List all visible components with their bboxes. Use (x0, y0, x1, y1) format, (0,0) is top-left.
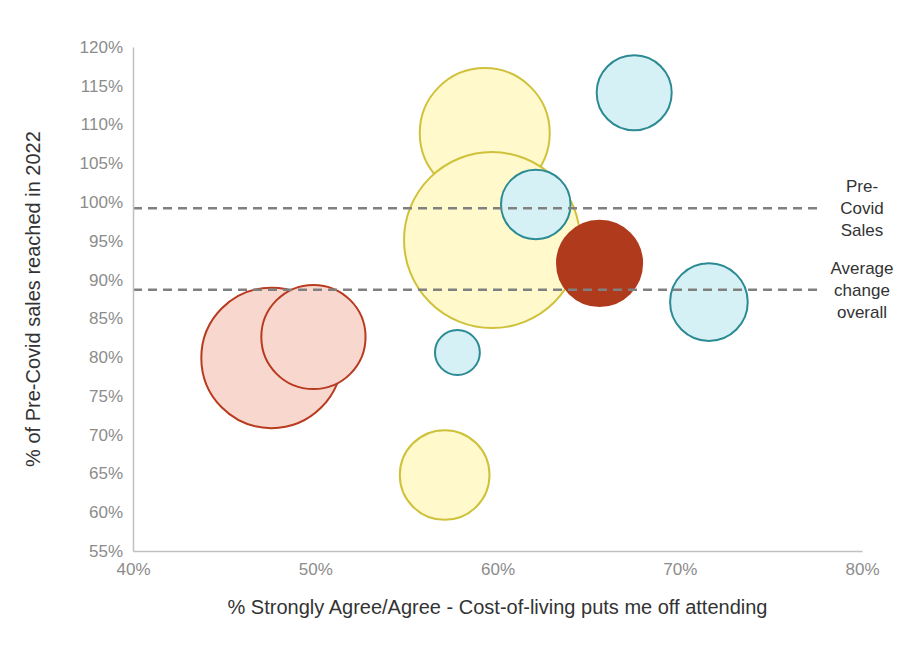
reference-lines (133, 208, 820, 289)
y-axis-line (133, 48, 135, 552)
bubble (670, 263, 748, 341)
y-tick: 80% (89, 348, 133, 367)
y-tick: 60% (89, 503, 133, 522)
y-tick-label: 60% (89, 503, 123, 522)
x-tick: 60% (481, 551, 515, 579)
y-tick-label: 100% (80, 193, 123, 212)
bubble (435, 330, 480, 375)
chart: Pre- Covid Sales Average change overall 40% 50%… (0, 0, 923, 653)
reference-label-line: Covid (840, 199, 883, 218)
x-axis-title-line: % Strongly Agree/Agree - Cost-of-living … (228, 596, 768, 618)
y-tick: 70% (89, 426, 133, 445)
reference-line (133, 288, 820, 291)
y-tick-label: 115% (81, 77, 123, 96)
y-tick: 100% (80, 193, 133, 212)
x-tick-label: 70% (663, 560, 697, 579)
x-tick: 50% (299, 551, 333, 579)
x-tick-label: 40% (116, 560, 150, 579)
y-tick-label: 85% (89, 309, 123, 328)
y-tick: 75% (89, 387, 133, 406)
y-tick: 90% (89, 271, 133, 290)
y-tick-label: 90% (89, 271, 123, 290)
x-axis-line (134, 551, 863, 553)
reference-label-line: change (834, 281, 890, 300)
bubble (261, 285, 365, 389)
bubble (501, 170, 570, 239)
y-tick: 120% (80, 38, 133, 57)
y-tick-label: 110% (81, 115, 123, 134)
y-tick: 65% (89, 464, 133, 483)
y-axis-title: % of Pre-Covid sales reached in 2022 (22, 131, 44, 467)
x-tick-label: 50% (299, 560, 333, 579)
reference-label: Average change overall (830, 259, 893, 322)
y-tick: 95% (89, 232, 133, 251)
bubble (557, 221, 642, 306)
y-tick: 105% (80, 154, 133, 173)
y-tick: 110% (81, 115, 133, 134)
y-tick: 115% (81, 77, 133, 96)
x-axis: 40% 50% 60% 70% 80% (116, 551, 879, 579)
reference-label-line: overall (837, 303, 887, 322)
y-tick-label: 120% (80, 38, 123, 57)
x-tick: 70% (663, 551, 697, 579)
reference-label-line: Pre- (846, 177, 878, 196)
x-tick-label: 80% (845, 560, 879, 579)
reference-label: Pre- Covid Sales (840, 177, 883, 240)
y-tick-label: 105% (80, 154, 123, 173)
reference-line (133, 207, 820, 210)
bubble (400, 430, 490, 520)
y-tick-label: 65% (89, 464, 123, 483)
y-tick: 55% (89, 542, 133, 561)
y-tick-label: 75% (89, 387, 123, 406)
y-tick-label: 70% (89, 426, 123, 445)
bubble (597, 55, 672, 130)
y-tick-label: 55% (89, 542, 123, 561)
y-tick-label: 80% (89, 348, 123, 367)
reference-label-line: Sales (841, 221, 884, 240)
y-tick: 85% (89, 309, 133, 328)
bubble (404, 152, 580, 328)
reference-label-line: Average (830, 259, 893, 278)
bubbles (201, 55, 747, 520)
y-axis: 55% 60% 65% 70% 75% 80% 85% 90% 95% 100% 105% 110% 1… (80, 38, 134, 561)
x-tick-label: 60% (481, 560, 515, 579)
y-tick-label: 95% (89, 232, 123, 251)
x-axis-title: % Strongly Agree/Agree - Cost-of-living … (228, 596, 768, 618)
x-tick: 80% (845, 551, 879, 579)
